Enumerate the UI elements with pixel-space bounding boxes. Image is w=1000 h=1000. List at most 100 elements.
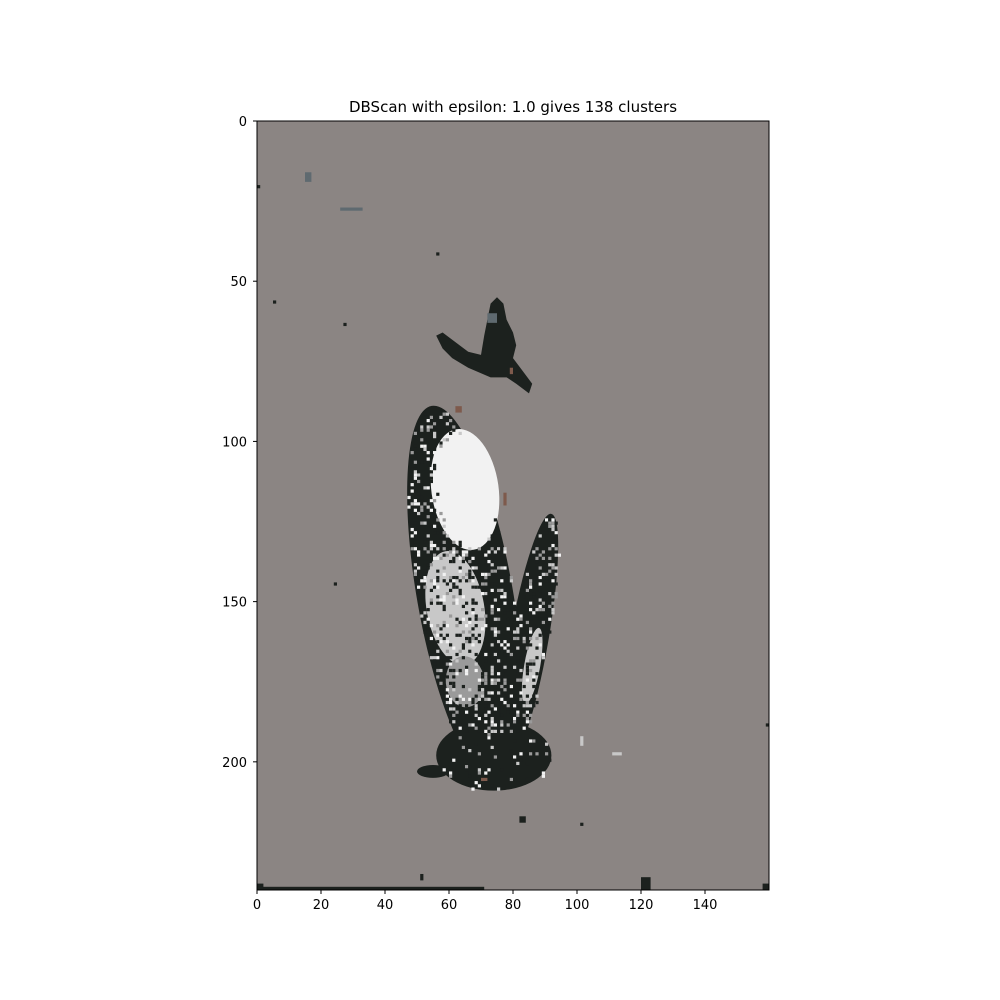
speckle-pixel-506 [493, 633, 497, 637]
speckle-pixel-833 [465, 765, 469, 769]
speckle-pixel-450 [529, 617, 533, 621]
speckle-pixel-238 [535, 566, 539, 570]
speckle-pixel-372 [503, 598, 507, 602]
speckle-pixel-510 [429, 636, 433, 641]
speckle-pixel-252 [551, 569, 555, 573]
speckle-pixel-3 [429, 415, 433, 419]
speckle-pixel-602 [474, 662, 478, 666]
speckle-pixel-441 [468, 617, 472, 621]
speckle-pixel-689 [490, 691, 494, 695]
speckle-pixel-479 [468, 627, 472, 631]
speckle-pixel-707 [455, 697, 459, 701]
speckle-pixel-363 [554, 595, 558, 599]
x-tick-label-6: 120 [629, 898, 654, 913]
speckle-pixel-189 [484, 553, 488, 557]
speckle-pixel-255 [436, 572, 440, 576]
speckle-pixel-20 [413, 431, 417, 436]
speckle-pixel-135 [442, 540, 446, 544]
speckle-pixel-757 [452, 713, 456, 717]
speckle-pixel-753 [487, 710, 491, 714]
speckle-pixel-532 [500, 640, 504, 644]
speckle-pixel-740 [522, 704, 526, 708]
speckle-pixel-738 [506, 704, 510, 708]
speckle-pixel-836 [452, 768, 456, 772]
speckle-pixel-546 [529, 643, 533, 647]
cluster-region-20 [420, 873, 424, 881]
speckle-pixel-25 [433, 435, 437, 439]
speckle-pixel-644 [500, 675, 504, 679]
speckle-pixel-856 [471, 787, 475, 791]
speckle-pixel-281 [535, 575, 539, 580]
speckle-pixel-327 [449, 588, 453, 593]
speckle-pixel-469 [455, 624, 459, 628]
speckle-pixel-127 [423, 537, 427, 541]
speckle-pixel-269 [554, 572, 558, 576]
speckle-pixel-534 [522, 640, 526, 644]
speckle-pixel-790 [458, 726, 462, 730]
speckle-pixel-319 [452, 585, 456, 589]
speckle-pixel-558 [445, 649, 449, 653]
speckle-pixel-317 [433, 585, 437, 589]
speckle-pixel-491 [493, 630, 497, 634]
speckle-pixel-541 [497, 643, 501, 647]
speckle-pixel-467 [445, 624, 449, 628]
speckle-pixel-777 [513, 720, 517, 724]
speckle-pixel-821 [519, 752, 523, 756]
speckle-pixel-1 [442, 412, 446, 416]
speckle-pixel-517 [513, 636, 517, 641]
speckle-pixel-831 [516, 761, 520, 766]
speckle-pixel-576 [541, 652, 545, 657]
speckle-pixel-96 [410, 521, 414, 525]
speckle-pixel-128 [426, 537, 430, 541]
speckle-pixel-38 [410, 451, 414, 455]
speckle-pixel-802 [497, 729, 501, 733]
speckle-pixel-507 [522, 633, 526, 637]
speckle-pixel-71 [433, 499, 437, 503]
speckle-pixel-611 [490, 665, 494, 669]
speckle-pixel-172 [458, 550, 462, 554]
speckle-pixel-436 [535, 614, 539, 618]
speckle-pixel-308 [490, 582, 494, 586]
speckle-pixel-590 [455, 659, 459, 663]
speckle-pixel-358 [529, 595, 533, 599]
speckle-pixel-34 [439, 444, 443, 448]
speckle-pixel-478 [439, 627, 443, 631]
speckle-pixel-652 [497, 678, 501, 682]
speckle-pixel-223 [477, 563, 481, 567]
cluster-region-27 [455, 406, 462, 413]
speckle-pixel-105 [442, 524, 446, 528]
speckle-pixel-667 [490, 681, 494, 685]
speckle-pixel-325 [429, 588, 433, 593]
speckle-pixel-705 [535, 694, 539, 698]
cluster-region-30 [481, 777, 488, 782]
speckle-pixel-161 [500, 547, 504, 551]
speckle-pixel-99 [423, 521, 427, 525]
speckle-pixel-193 [557, 553, 561, 557]
speckle-pixel-461 [541, 620, 545, 625]
speckle-pixel-257 [449, 572, 453, 576]
speckle-pixel-617 [439, 668, 443, 673]
speckle-pixel-284 [423, 579, 427, 583]
speckle-pixel-661 [452, 681, 456, 685]
speckle-pixel-806 [487, 732, 491, 737]
speckle-pixel-715 [503, 697, 507, 701]
speckle-pixel-157 [477, 547, 481, 551]
speckle-pixel-651 [493, 678, 497, 682]
speckle-pixel-693 [458, 694, 462, 698]
speckle-pixel-89 [426, 515, 430, 519]
speckle-pixel-679 [532, 684, 536, 689]
speckle-pixel-18 [436, 428, 440, 432]
speckle-pixel-121 [410, 534, 414, 538]
speckle-pixel-378 [452, 601, 456, 605]
speckle-pixel-181 [417, 553, 421, 557]
speckle-pixel-248 [474, 569, 478, 573]
speckle-pixel-417 [541, 608, 545, 612]
speckle-pixel-672 [461, 684, 465, 689]
x-tick-label-0: 0 [253, 898, 261, 913]
cluster-region-24 [257, 185, 261, 189]
speckle-pixel-543 [506, 643, 510, 647]
speckle-pixel-424 [490, 611, 494, 615]
speckle-pixel-241 [551, 566, 555, 570]
speckle-pixel-100 [548, 521, 552, 525]
speckle-pixel-712 [484, 697, 488, 701]
